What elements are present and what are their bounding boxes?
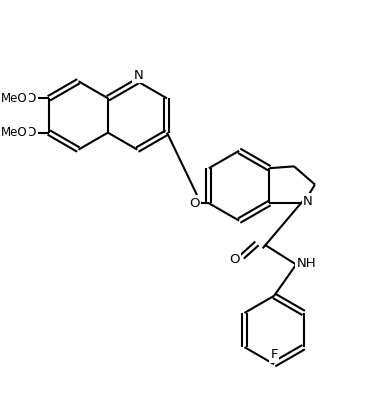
Text: F: F [270, 348, 278, 361]
Text: N: N [303, 195, 313, 208]
Text: MeO: MeO [1, 126, 28, 139]
Text: O: O [229, 253, 239, 266]
Text: MeO: MeO [1, 92, 28, 105]
Text: O: O [189, 197, 200, 210]
Text: O: O [26, 126, 36, 139]
Text: NH: NH [296, 257, 316, 270]
Text: O: O [26, 92, 36, 105]
Text: N: N [133, 69, 143, 82]
